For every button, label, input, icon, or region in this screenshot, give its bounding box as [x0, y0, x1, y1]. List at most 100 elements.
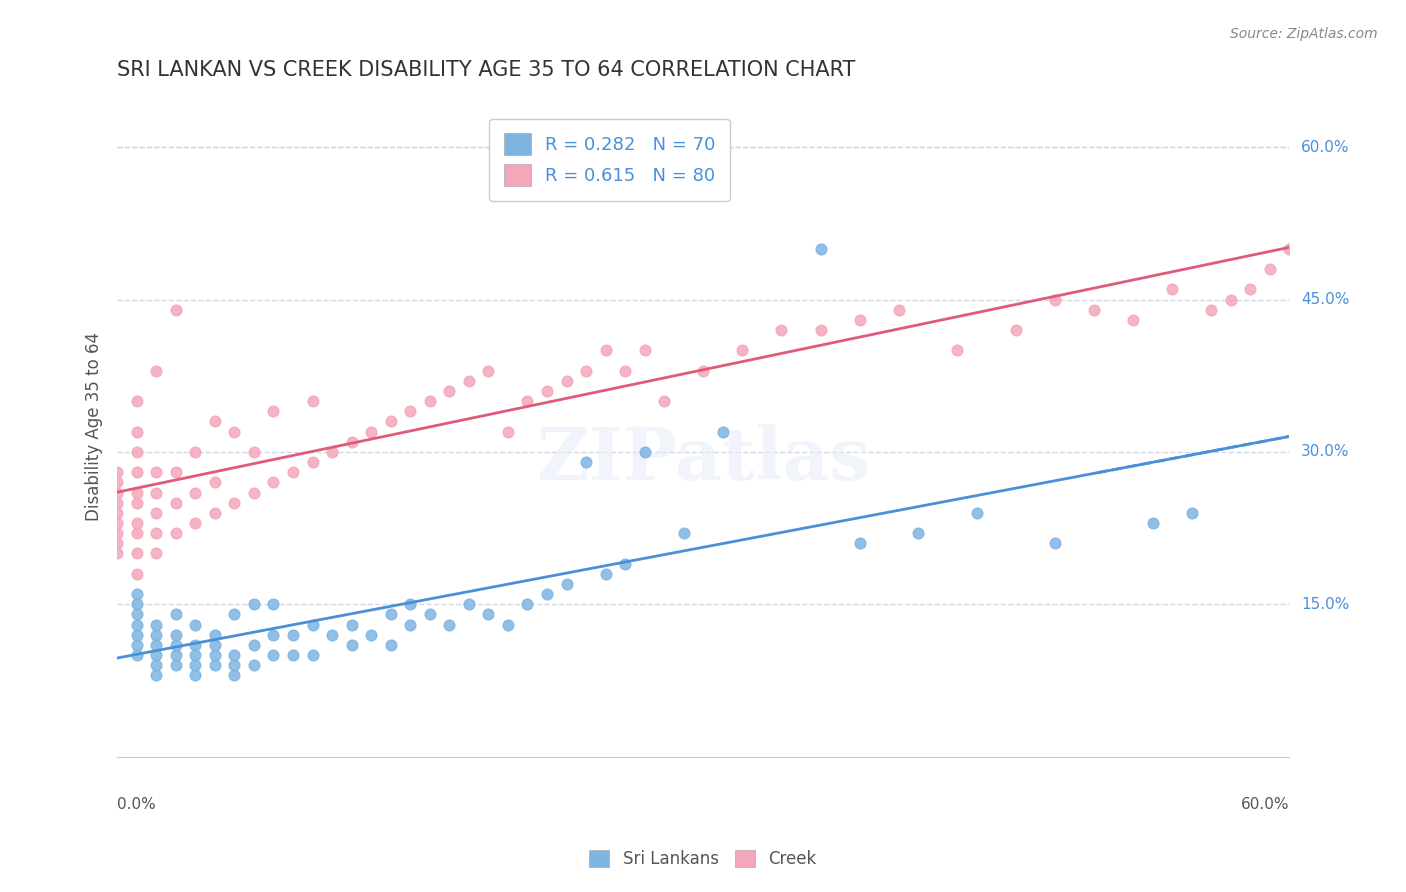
- Point: [575, 364, 598, 378]
- Point: [165, 648, 187, 662]
- Point: [477, 364, 499, 378]
- Point: [301, 394, 323, 409]
- Point: [165, 496, 187, 510]
- Point: [555, 374, 578, 388]
- Point: [672, 526, 695, 541]
- Point: [1161, 282, 1184, 296]
- Point: [105, 475, 128, 490]
- Point: [263, 404, 285, 418]
- Point: [184, 668, 207, 682]
- Point: [165, 628, 187, 642]
- Point: [145, 617, 167, 632]
- Point: [105, 496, 128, 510]
- Point: [263, 628, 285, 642]
- Point: [125, 546, 148, 560]
- Point: [692, 364, 714, 378]
- Point: [125, 607, 148, 622]
- Point: [1298, 140, 1320, 154]
- Y-axis label: Disability Age 35 to 64: Disability Age 35 to 64: [86, 332, 103, 521]
- Point: [125, 597, 148, 611]
- Point: [184, 648, 207, 662]
- Point: [105, 526, 128, 541]
- Point: [496, 617, 519, 632]
- Point: [301, 455, 323, 469]
- Point: [360, 628, 382, 642]
- Point: [125, 394, 148, 409]
- Point: [281, 465, 304, 479]
- Point: [105, 546, 128, 560]
- Point: [125, 496, 148, 510]
- Point: [1181, 506, 1204, 520]
- Point: [340, 617, 363, 632]
- Point: [1122, 313, 1144, 327]
- Point: [516, 597, 538, 611]
- Point: [145, 648, 167, 662]
- Point: [165, 607, 187, 622]
- Point: [184, 658, 207, 673]
- Point: [165, 526, 187, 541]
- Point: [204, 648, 226, 662]
- Point: [125, 628, 148, 642]
- Point: [224, 607, 246, 622]
- Point: [810, 323, 832, 337]
- Point: [966, 506, 988, 520]
- Point: [848, 313, 870, 327]
- Point: [145, 485, 167, 500]
- Point: [125, 485, 148, 500]
- Point: [457, 597, 479, 611]
- Point: [536, 587, 558, 601]
- Point: [380, 638, 402, 652]
- Point: [439, 617, 461, 632]
- Point: [1083, 302, 1105, 317]
- Point: [145, 658, 167, 673]
- Point: [321, 628, 343, 642]
- Point: [263, 648, 285, 662]
- Point: [634, 343, 657, 358]
- Point: [145, 638, 167, 652]
- Point: [887, 302, 910, 317]
- Text: 45.0%: 45.0%: [1301, 292, 1350, 307]
- Point: [243, 638, 266, 652]
- Point: [145, 546, 167, 560]
- Text: Source: ZipAtlas.com: Source: ZipAtlas.com: [1230, 27, 1378, 41]
- Point: [184, 516, 207, 530]
- Point: [281, 628, 304, 642]
- Point: [145, 506, 167, 520]
- Point: [145, 668, 167, 682]
- Point: [125, 465, 148, 479]
- Point: [457, 374, 479, 388]
- Point: [184, 617, 207, 632]
- Point: [634, 445, 657, 459]
- Point: [243, 597, 266, 611]
- Text: 60.0%: 60.0%: [1301, 140, 1350, 154]
- Point: [946, 343, 969, 358]
- Point: [1043, 293, 1066, 307]
- Point: [1043, 536, 1066, 550]
- Point: [1278, 242, 1301, 256]
- Point: [439, 384, 461, 398]
- Point: [204, 414, 226, 428]
- Point: [125, 516, 148, 530]
- Point: [165, 465, 187, 479]
- Point: [204, 506, 226, 520]
- Point: [224, 648, 246, 662]
- Point: [1005, 323, 1028, 337]
- Point: [652, 394, 675, 409]
- Point: [243, 485, 266, 500]
- Point: [145, 526, 167, 541]
- Point: [243, 445, 266, 459]
- Text: 30.0%: 30.0%: [1301, 444, 1350, 459]
- Point: [360, 425, 382, 439]
- Point: [399, 597, 422, 611]
- Point: [907, 526, 929, 541]
- Point: [595, 566, 617, 581]
- Point: [105, 536, 128, 550]
- Point: [243, 658, 266, 673]
- Point: [595, 343, 617, 358]
- Point: [125, 445, 148, 459]
- Point: [224, 668, 246, 682]
- Point: [848, 536, 870, 550]
- Point: [105, 506, 128, 520]
- Point: [340, 638, 363, 652]
- Point: [224, 658, 246, 673]
